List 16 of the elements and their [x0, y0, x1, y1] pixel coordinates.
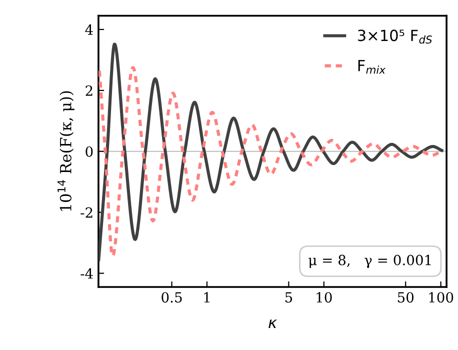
legend-label: 3×10⁵ F$_{dS}$: [358, 30, 432, 44]
x-tick-label: 10: [316, 292, 332, 303]
y-tick-label: 4: [85, 24, 93, 35]
x-tick-label: 5: [285, 292, 292, 303]
y-tick-label: -4: [80, 268, 93, 279]
x-tick-label: 0.5: [162, 292, 182, 303]
y-tick-label: -2: [80, 207, 92, 218]
x-axis-title: κ: [268, 320, 277, 328]
x-tick-label: 1: [204, 292, 210, 302]
y-axis-title: 10$^{14}$ Re(F(κ, μ)): [58, 91, 74, 211]
y-tick-label: 0: [86, 146, 93, 157]
x-tick-label: 50: [398, 292, 414, 303]
y-tick-label: 2: [86, 85, 92, 96]
x-tick-label: 100: [429, 292, 454, 303]
legend-label: F$_{mix}$: [358, 60, 386, 74]
annotation: μ = 8, γ = 0.001: [308, 254, 431, 268]
